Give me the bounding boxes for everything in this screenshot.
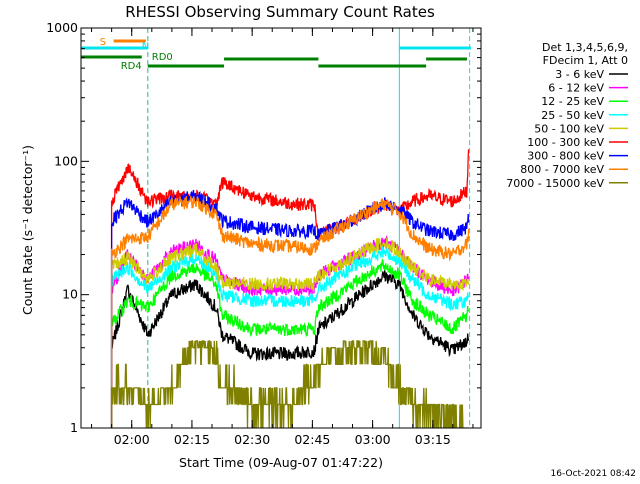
flag-bar-n-1 <box>81 46 148 50</box>
flag-bar-s-0 <box>113 39 146 43</box>
y-tick-label-10: 10 <box>62 287 78 302</box>
legend-label-800-7000-kev: 800 - 7000 keV <box>520 163 604 176</box>
legend-label-25-50-kev: 25 - 50 keV <box>541 109 604 122</box>
y-tick-label-100: 100 <box>54 153 78 168</box>
legend-label-300-800-kev: 300 - 800 keV <box>527 150 604 163</box>
axis-ticks: 02:00 02:15 02:30 02:45 03:00 03:15 1 10 100 1000 <box>46 20 481 447</box>
flag-label-rd0: RD0 <box>152 52 173 63</box>
y-axis-label: Count Rate (s⁻¹ detector⁻¹) <box>20 145 35 315</box>
legend-label-6-12-kev: 6 - 12 keV <box>548 82 604 95</box>
x-axis-label: Start Time (09-Aug-07 01:47:22) <box>179 455 383 470</box>
x-tick-label-03-00: 03:00 <box>355 432 391 447</box>
legend-header-line-1: Det 1,3,4,5,6,9, <box>542 41 628 54</box>
legend-label-3-6-kev: 3 - 6 keV <box>555 68 604 81</box>
legend: Det 1,3,4,5,6,9, FDecim 1, Att 0 3 - 6 k… <box>506 41 628 190</box>
rd-segment-1 <box>318 64 427 68</box>
flag-label-rd4: RD4 <box>121 61 142 72</box>
timestamp: 16-Oct-2021 08:42 <box>551 469 636 479</box>
x-tick-label-03-15: 03:15 <box>415 432 451 447</box>
flag-label-s: S <box>100 37 106 48</box>
x-tick-label-02-00: 02:00 <box>114 432 150 447</box>
plot-frame <box>80 27 482 429</box>
series-line-800-7000-kev <box>110 195 470 428</box>
flag-label-n: N <box>142 41 149 52</box>
rd-segment-2 <box>426 57 467 61</box>
legend-label-100-300-kev: 100 - 300 keV <box>527 136 604 149</box>
flag-bar-rd0-4 <box>147 64 225 68</box>
series-line-7000-15000-kev <box>110 340 469 428</box>
y-tick-label-1: 1 <box>70 420 78 435</box>
legend-label-12-25-kev: 12 - 25 keV <box>541 95 604 108</box>
legend-label-7000-15000-kev: 7000 - 15000 keV <box>506 177 604 190</box>
series-line-25-50-kev <box>110 246 470 428</box>
series-line-12-25-kev <box>110 257 470 428</box>
legend-header-line-2: FDecim 1, Att 0 <box>543 54 628 67</box>
series-line-100-300-kev <box>110 149 470 428</box>
x-tick-label-02-15: 02:15 <box>174 432 210 447</box>
y-tick-label-1000: 1000 <box>46 20 78 35</box>
rd-segment-0 <box>224 57 319 61</box>
series-line-50-100-kev <box>110 237 470 428</box>
flag-bar-rd4-3 <box>81 55 142 59</box>
legend-label-50-100-kev: 50 - 100 keV <box>534 122 604 135</box>
x-tick-label-02-45: 02:45 <box>294 432 330 447</box>
series-line-3-6-kev <box>110 269 470 428</box>
flag-bar-n-2 <box>399 46 471 50</box>
x-tick-label-02-30: 02:30 <box>234 432 270 447</box>
chart-title: RHESSI Observing Summary Count Rates <box>125 3 435 21</box>
